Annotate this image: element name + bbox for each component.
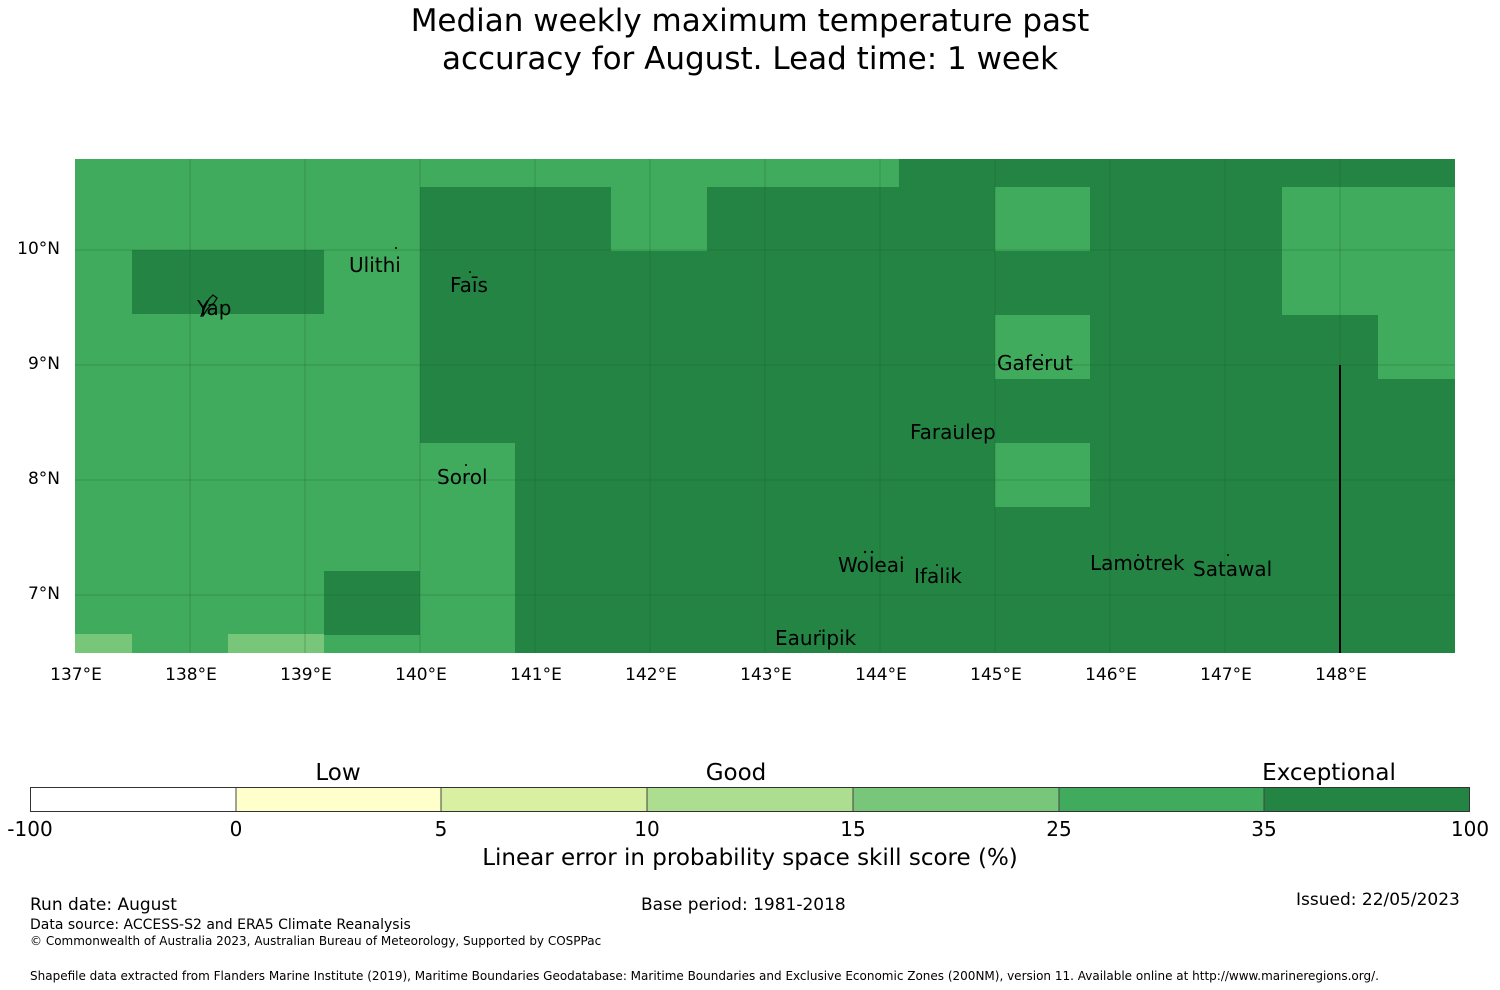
colorbar-svg	[30, 787, 1470, 812]
place-label-sorol: Sorol	[437, 465, 488, 489]
colorbar-border	[30, 787, 1470, 812]
map-gridlines	[75, 159, 1455, 653]
colorbar-category-exceptional: Exceptional	[1262, 760, 1396, 786]
colorbar-tick-label: -100	[7, 817, 53, 841]
map-cell-medium	[1378, 315, 1455, 379]
issued-date: Issued: 22/05/2023	[1296, 890, 1460, 910]
colorbar-segment	[853, 787, 1059, 812]
lon-tick-label: 146°E	[1085, 665, 1137, 685]
colorbar-category-low: Low	[315, 760, 361, 786]
colorbar-segment	[441, 787, 647, 812]
colorbar-tick-label: 25	[1046, 817, 1072, 841]
place-label-fais: Faīs	[450, 273, 488, 297]
map-cell-medium	[995, 443, 1090, 507]
colorbar-tick-label: 35	[1251, 817, 1277, 841]
place-label-ulithi: Ulithi	[349, 253, 401, 277]
colorbar-tick-label: 5	[434, 817, 448, 841]
lon-tick-label: 137°E	[50, 665, 102, 685]
copyright-notice: © Commonwealth of Australia 2023, Austra…	[30, 934, 602, 948]
place-label-lamotrek: Lamotrek	[1090, 551, 1185, 575]
title-line-2: accuracy for August. Lead time: 1 week	[441, 41, 1059, 77]
place-label-eauripik: Eauripik	[775, 626, 857, 650]
lat-tick-label: 10°N	[17, 239, 60, 259]
lon-tick-label: 144°E	[855, 665, 907, 685]
map-cell-dark	[899, 159, 1455, 187]
map-cell-dark	[324, 571, 420, 635]
lat-tick-label: 9°N	[27, 354, 60, 374]
colorbar-segment	[647, 787, 853, 812]
island-markers	[395, 247, 1229, 632]
map-cell-light	[75, 634, 132, 653]
run-date: Run date: August	[30, 895, 177, 915]
lon-tick-label: 140°E	[395, 665, 447, 685]
lon-tick-label: 148°E	[1315, 665, 1367, 685]
colorbar-tick-label: 15	[840, 817, 866, 841]
lon-tick-label: 141°E	[510, 665, 562, 685]
colorbar-segment	[1059, 787, 1264, 812]
chart-title: Median weekly maximum temperature past a…	[0, 2, 1500, 78]
place-label-gaferut: Gaferut	[997, 351, 1073, 375]
colorbar-tick-label: 100	[1450, 817, 1490, 841]
colorbar-title: Linear error in probability space skill …	[482, 845, 1018, 871]
skill-map-svg	[75, 159, 1455, 653]
base-period: Base period: 1981-2018	[641, 895, 846, 915]
colorbar-dividers	[235, 787, 1265, 812]
lat-tick-label: 8°N	[27, 469, 60, 489]
map-cell-dark	[132, 250, 324, 314]
place-label-woleai: Woleai	[838, 553, 905, 577]
colorbar-tick-label: 10	[634, 817, 660, 841]
map-cell-medium	[1282, 187, 1455, 315]
place-label-ifalik: Ifalik	[914, 564, 962, 588]
lon-tick-label: 138°E	[165, 665, 217, 685]
lon-tick-label: 139°E	[280, 665, 332, 685]
map-cell-medium	[995, 187, 1090, 251]
place-label-yap: Yap	[197, 296, 232, 320]
map-cell-light	[228, 634, 324, 653]
shapefile-credit: Shapefile data extracted from Flanders M…	[30, 969, 1379, 983]
colorbar-segment	[236, 787, 441, 812]
lon-tick-label: 147°E	[1200, 665, 1252, 685]
skill-map: Ulithi Faīs Yap Gaferut Faraulep Sorol W…	[75, 159, 1455, 653]
place-label-satawal: Satawal	[1193, 557, 1273, 581]
yap-island-shape	[200, 294, 218, 317]
colorbar-tick-label: 0	[229, 817, 243, 841]
lon-tick-label: 145°E	[970, 665, 1022, 685]
colorbar	[30, 787, 1470, 812]
place-label-faraulep: Faraulep	[910, 420, 996, 444]
colorbar-segment	[30, 787, 236, 812]
lat-tick-label: 7°N	[27, 584, 60, 604]
colorbar-category-good: Good	[705, 760, 767, 786]
data-source: Data source: ACCESS-S2 and ERA5 Climate …	[30, 917, 411, 933]
map-cell-medium	[420, 443, 515, 653]
map-cell-medium	[995, 315, 1090, 379]
lon-tick-label: 143°E	[740, 665, 792, 685]
map-cell-dark	[611, 251, 707, 653]
lon-tick-label: 142°E	[625, 665, 677, 685]
title-line-1: Median weekly maximum temperature past	[410, 3, 1090, 39]
colorbar-segment	[1264, 787, 1470, 812]
